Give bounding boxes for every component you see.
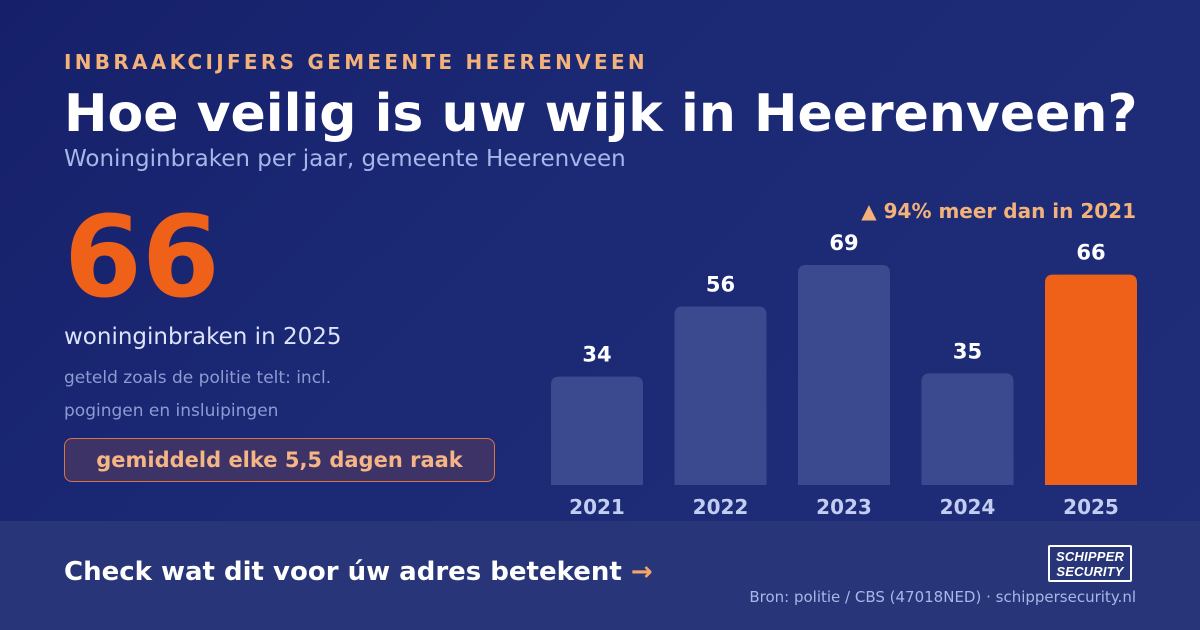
bar-value-label-2022: 56 (706, 272, 735, 296)
chart-change-annotation: ▲ 94% meer dan in 2021 (861, 199, 1136, 223)
eyebrow-label: INBRAAKCIJFERS GEMEENTE HEERENVEEN (64, 50, 648, 74)
cta-text: Check wat dit voor úw adres betekent (64, 557, 622, 587)
bar-value-label-2025: 66 (1076, 241, 1105, 265)
highlight-stat-note: geteld zoals de politie telt: incl. pogi… (64, 368, 332, 421)
footer-band (0, 521, 1200, 630)
bar-2021 (551, 376, 643, 485)
bar-value-label-2023: 69 (829, 231, 858, 255)
bar-value-label-2024: 35 (953, 339, 982, 363)
bar-2022 (674, 306, 767, 485)
bar-2023 (798, 265, 890, 485)
category-label-2024: 2024 (940, 495, 996, 519)
highlight-stat-value: 66 (64, 193, 220, 323)
category-label-2023: 2023 (816, 495, 872, 519)
category-label-2021: 2021 (569, 495, 625, 519)
logo-line-2: SECURITY (1056, 563, 1124, 579)
brand-logo: SCHIPPER SECURITY (1048, 545, 1132, 582)
cta-link[interactable]: Check wat dit voor úw adres betekent → (64, 557, 653, 587)
logo-line-1: SCHIPPER (1055, 548, 1125, 564)
category-label-2022: 2022 (693, 495, 749, 519)
frequency-badge: gemiddeld elke 5,5 dagen raak (64, 438, 495, 482)
bar-2025 (1045, 274, 1137, 485)
page-title: Hoe veilig is uw wijk in Heerenveen? (64, 84, 1138, 144)
highlight-stat-label: woninginbraken in 2025 (64, 324, 342, 350)
bar-2024 (921, 373, 1014, 485)
bar-value-label-2021: 34 (582, 343, 611, 367)
category-label-2025: 2025 (1063, 495, 1119, 519)
arrow-right-icon: → (630, 557, 653, 587)
source-credit: Bron: politie / CBS (47018NED) · schippe… (749, 588, 1136, 606)
page-subtitle: Woninginbraken per jaar, gemeente Heeren… (64, 146, 626, 172)
